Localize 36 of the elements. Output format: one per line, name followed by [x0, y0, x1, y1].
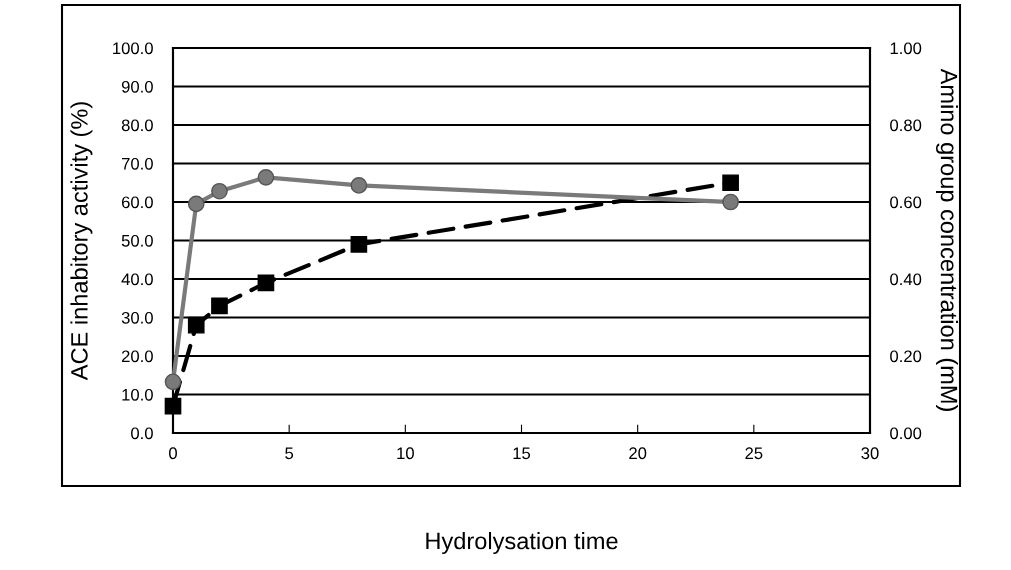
- y-tick-label: 20.0: [121, 350, 153, 363]
- y-tick-label: 60.0: [121, 196, 153, 209]
- point: [164, 373, 182, 391]
- y2-tick-label: 0.80: [890, 119, 922, 132]
- point: [211, 182, 228, 200]
- point: [722, 174, 739, 192]
- x-tick-label: 0: [169, 447, 177, 460]
- x-tick-label: 20: [629, 447, 647, 460]
- y2-axis-title: Amino group concentration (mM): [935, 68, 958, 411]
- y-tick-label: 80.0: [121, 119, 153, 132]
- y-tick-label: 40.0: [121, 273, 153, 286]
- x-tick-label: 5: [285, 447, 294, 460]
- y2-tick-label: 0.00: [890, 427, 922, 440]
- point: [187, 195, 205, 213]
- y2-tick-label: 0.60: [890, 196, 922, 209]
- point: [211, 297, 228, 315]
- y-axis-title: ACE inhabitory activity (%): [70, 102, 93, 381]
- y-tick-label: 90.0: [121, 80, 153, 93]
- point: [257, 169, 275, 186]
- x-tick-label: 25: [745, 447, 763, 460]
- y2-tick-label: 0.40: [890, 273, 922, 286]
- x-tick-label: 30: [861, 447, 879, 460]
- y-tick-label: 30.0: [121, 311, 153, 324]
- y2-tick-label: 0.20: [890, 350, 922, 363]
- x-axis-title: Hydrolysation time: [426, 531, 618, 554]
- x-tick-label: 10: [397, 447, 414, 460]
- point: [350, 177, 368, 194]
- point: [722, 193, 739, 211]
- y-tick-label: 10.0: [122, 388, 153, 401]
- y-tick-label: 100.0: [113, 42, 153, 55]
- y2-tick-label: 1.00: [890, 42, 922, 55]
- point: [187, 316, 205, 334]
- y-tick-label: 50.0: [121, 234, 153, 247]
- y-tick-label: 70.0: [121, 157, 153, 170]
- y-tick-label: 0.0: [131, 427, 153, 440]
- x-tick-label: 15: [513, 447, 531, 460]
